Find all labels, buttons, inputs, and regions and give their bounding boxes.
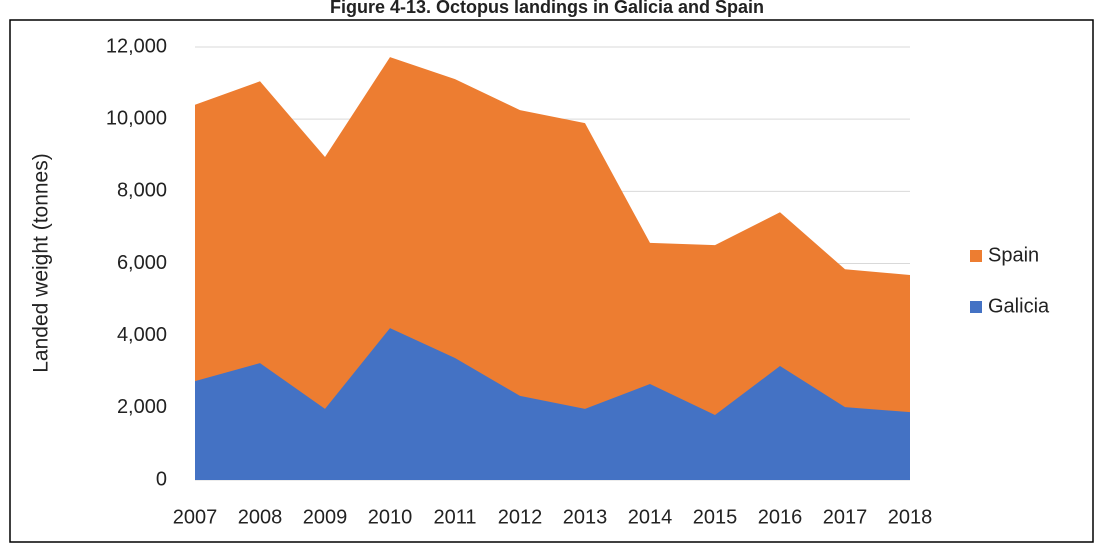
x-tick-label: 2012	[498, 506, 543, 528]
legend-label: Galicia	[988, 295, 1050, 317]
y-tick-label: 12,000	[106, 35, 167, 57]
y-tick-label: 6,000	[117, 252, 167, 274]
chart-title: Figure 4-13. Octopus landings in Galicia…	[330, 0, 764, 17]
y-tick-label: 10,000	[106, 107, 167, 129]
y-tick-label: 8,000	[117, 180, 167, 202]
legend-label: Spain	[988, 244, 1039, 266]
x-tick-label: 2015	[693, 506, 738, 528]
x-tick-label: 2014	[628, 506, 673, 528]
y-tick-label: 2,000	[117, 396, 167, 418]
area	[195, 328, 910, 480]
x-tick-label: 2017	[823, 506, 868, 528]
x-tick-label: 2018	[888, 506, 933, 528]
y-tick-label: 4,000	[117, 324, 167, 346]
x-tick-label: 2011	[433, 506, 476, 528]
legend-swatch	[970, 301, 982, 313]
x-tick-label: 2008	[238, 506, 283, 528]
y-axis-label: Landed weight (tonnes)	[30, 153, 53, 373]
y-tick-label: 0	[156, 468, 167, 490]
x-tick-label: 2013	[563, 506, 608, 528]
x-tick-label: 2009	[303, 506, 348, 528]
legend-swatch	[970, 250, 982, 262]
x-tick-label: 2010	[368, 506, 413, 528]
x-tick-label: 2016	[758, 506, 803, 528]
x-tick-label: 2007	[173, 506, 218, 528]
